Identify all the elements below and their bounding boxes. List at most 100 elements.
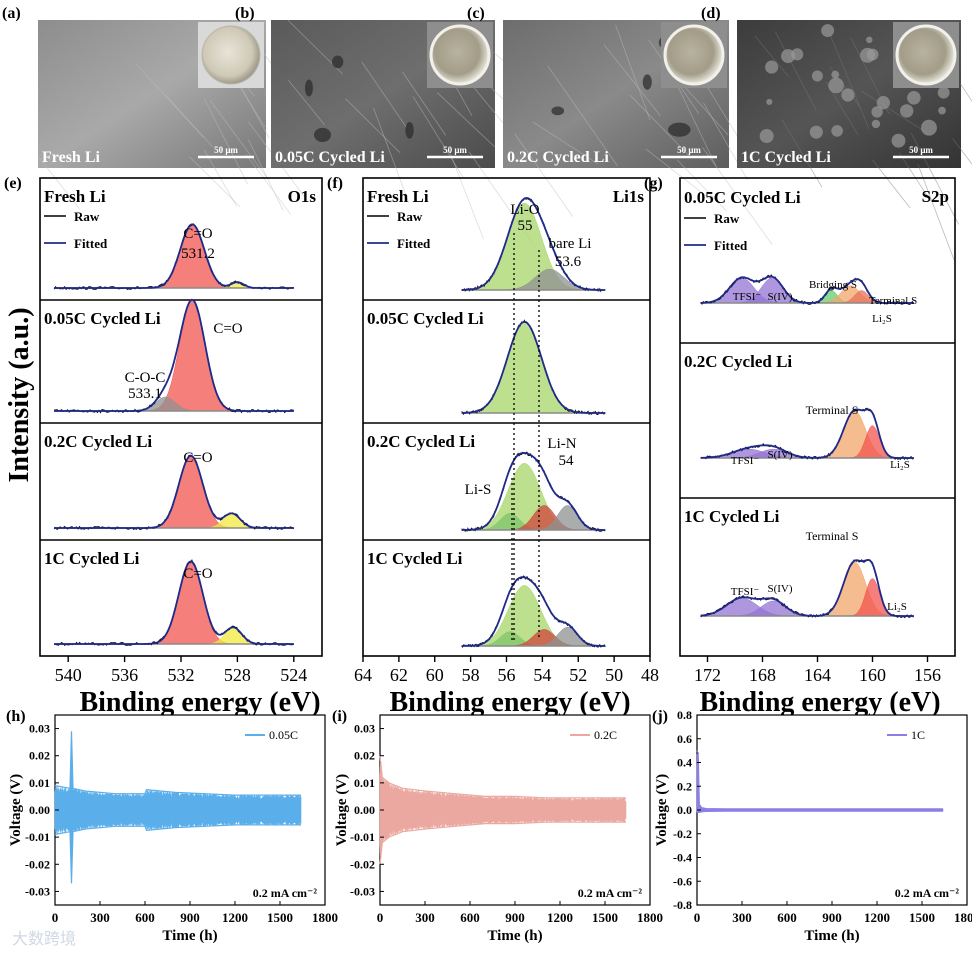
row-label: 0.05C Cycled Li: [44, 309, 161, 328]
peak-annotation: 53.6: [555, 254, 582, 270]
y-tick-label: -0.8: [673, 898, 692, 912]
y-tick-label: 0.6: [677, 732, 692, 746]
x-tick-label: 56: [498, 665, 516, 685]
sem-texture-line: [677, 159, 727, 212]
sem-texture-line: [345, 98, 401, 153]
x-tick-label: 48: [641, 665, 659, 685]
y-tick-label: 0.00: [29, 803, 50, 817]
sem-particle: [811, 70, 823, 82]
y-tick-label: 0.4: [677, 756, 692, 770]
legend-fitted-label: Fitted: [74, 236, 108, 251]
row-label: Fresh Li: [367, 187, 429, 206]
peak-annotation: Li-S: [465, 482, 492, 498]
sem-particle: [866, 36, 873, 44]
peak-annotation: C=O: [213, 321, 242, 337]
sem-particle: [871, 119, 881, 129]
row-label: 0.2C Cycled Li: [684, 352, 792, 371]
x-tick-label: 60: [426, 665, 444, 685]
sem-pit: [642, 74, 652, 90]
y-tick-label: -0.4: [673, 851, 692, 865]
x-axis-label: Time (h): [804, 928, 859, 944]
scale-bar-label: 50 μm: [909, 145, 933, 155]
sem-texture-line: [603, 44, 661, 117]
x-tick-label: 600: [460, 910, 480, 925]
x-tick-label: 172: [694, 665, 721, 685]
peak-annotation: Terminal S: [869, 295, 917, 307]
sem-pit: [551, 106, 565, 116]
sem-particle: [841, 88, 855, 102]
y-axis-label: Intensity (a.u.): [4, 307, 35, 482]
peak-annotation: bare Li: [549, 236, 592, 252]
xps-panel-(f): Fresh Li 0.05C Cycled Li 0.2C Cycled Li 1C …: [327, 175, 659, 685]
x-tick-label: 300: [732, 910, 752, 925]
sem-texture-line: [702, 78, 743, 144]
sem-texture-line: [917, 164, 955, 260]
sem-texture-line: [514, 133, 574, 217]
sem-label: 0.05C Cycled Li: [275, 149, 385, 166]
sem-texture-line: [532, 121, 599, 165]
sem-particle: [871, 106, 883, 118]
peak-annotation: 54: [559, 453, 575, 469]
sem-pit: [313, 127, 332, 143]
envelope-lower: [697, 810, 943, 813]
y-axis-label: Voltage (V): [654, 774, 670, 846]
x-tick-label: 58: [462, 665, 480, 685]
sem-texture-line: [247, 139, 284, 211]
sem-texture-line: [829, 33, 870, 130]
fitted-curve: [461, 451, 606, 531]
y-tick-label: -0.02: [25, 857, 50, 871]
peak-annotation: 55: [518, 218, 533, 234]
sem-pit: [304, 79, 313, 97]
sem-particle: [891, 133, 906, 148]
sem-texture-line: [436, 92, 495, 147]
sem-particle: [791, 48, 804, 61]
sem-particle: [921, 119, 937, 136]
y-axis-label: Voltage (V): [8, 774, 24, 846]
panel-letter: (h): [6, 708, 26, 725]
current-density-label: 0.2 mA cm⁻²: [578, 886, 643, 900]
sem-pit: [668, 122, 691, 137]
sem-particle: [765, 60, 779, 74]
peak-annotation: C=O: [183, 450, 212, 466]
row-label: 0.2C Cycled Li: [367, 432, 475, 451]
peak-annotation: Terminal S: [806, 403, 859, 417]
x-tick-label: 1200: [222, 910, 248, 925]
row-label: Fresh Li: [44, 187, 106, 206]
sem-particle: [831, 125, 843, 137]
panel-letter: (g): [644, 175, 663, 192]
cycling-chart-2: 0 300 600 900 1200 1500 1800 -0.8 -0.6 -0.4 -0.2 0.…: [652, 708, 972, 944]
fitted-curve: [461, 320, 606, 414]
x-axis-label: Binding energy (eV): [699, 687, 940, 718]
x-tick-label: 1500: [909, 910, 935, 925]
xps-layer: Fresh Li 0.05C Cycled Li 0.2C Cycled Li 1C …: [4, 175, 956, 718]
legend-raw-label: Raw: [397, 209, 423, 224]
peak-annotation: 533.1: [128, 386, 162, 402]
row-label: 0.2C Cycled Li: [44, 432, 152, 451]
x-tick-label: 64: [354, 665, 372, 685]
x-tick-label: 168: [749, 665, 776, 685]
fitted-curve: [54, 223, 294, 289]
scale-bar-label: 50 μm: [443, 145, 467, 155]
sem-texture-line: [645, 148, 713, 202]
sem-texture-line: [361, 61, 407, 128]
sem-texture-line: [165, 95, 213, 148]
x-tick-label: 300: [415, 910, 435, 925]
peak-annotation: Bridging S: [809, 279, 857, 291]
sem-texture-line: [754, 35, 789, 77]
sem-texture-line: [209, 100, 268, 179]
element-label: O1s: [288, 187, 317, 206]
x-tick-label: 1800: [312, 910, 338, 925]
x-axis-label: Binding energy (eV): [79, 687, 320, 718]
peak-annotation: TFSI⁻: [731, 455, 760, 467]
fitted-curve: [700, 275, 914, 304]
y-tick-label: 0.02: [29, 749, 50, 763]
sem-texture-line: [288, 79, 325, 126]
panel-letter: (j): [652, 708, 668, 725]
watermark: 大数跨境: [12, 929, 76, 948]
x-tick-label: 1200: [864, 910, 890, 925]
x-tick-label: 540: [55, 665, 82, 685]
y-tick-label: 0.0: [677, 803, 692, 817]
peak-annotation: C=O: [183, 226, 212, 242]
sem-particle: [759, 129, 774, 144]
